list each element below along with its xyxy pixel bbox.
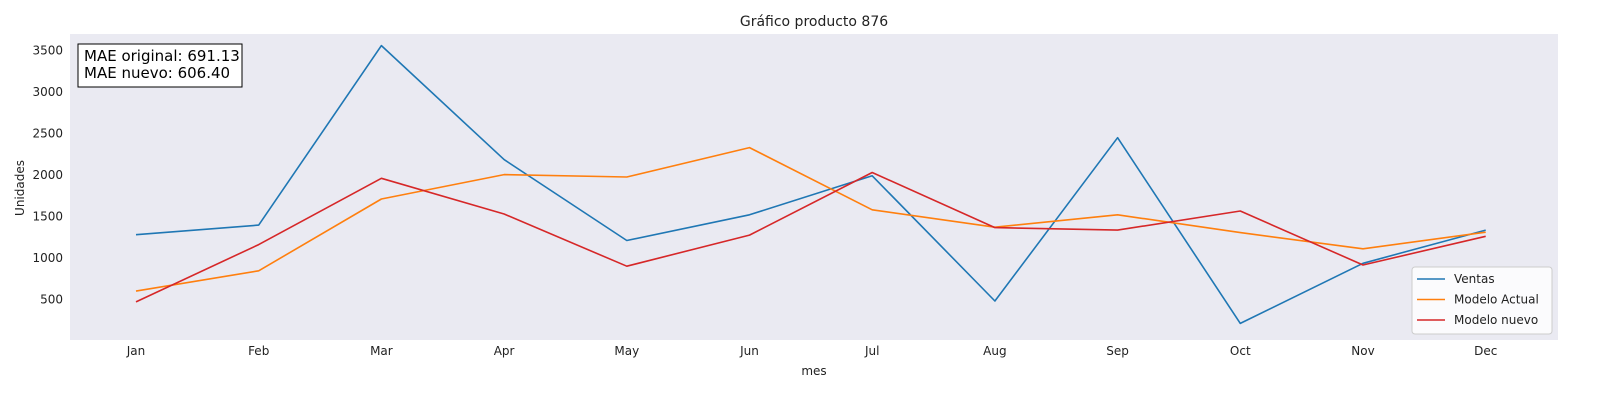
x-tick-label: Jul xyxy=(864,344,879,358)
y-tick-label: 3500 xyxy=(32,44,63,58)
series-line-modelo-actual xyxy=(135,146,1486,292)
y-tick-label: 1500 xyxy=(32,209,63,223)
legend-entry-label: Ventas xyxy=(1454,272,1495,286)
legend-entry-label: Modelo Actual xyxy=(1454,293,1539,307)
mae-annotation: MAE original: 691.13 MAE nuevo: 606.40 xyxy=(77,43,243,88)
mae-original-text: MAE original: 691.13 xyxy=(84,47,240,65)
x-tick-label: Jan xyxy=(126,344,146,358)
x-tick-label: Oct xyxy=(1230,344,1251,358)
x-tick-label: Nov xyxy=(1351,344,1374,358)
x-tick-label: Sep xyxy=(1106,344,1129,358)
x-tick-label: Mar xyxy=(370,344,393,358)
annotation-box xyxy=(77,43,243,88)
y-tick-label: 2500 xyxy=(32,127,63,141)
y-tick-label: 2000 xyxy=(32,168,63,182)
plot-area xyxy=(70,34,1558,340)
y-tick-label: 500 xyxy=(40,292,63,306)
x-tick-label: Aug xyxy=(983,344,1006,358)
x-axis-ticks: Jan Feb Mar Apr May Jun Jul Aug Sep Oct Nov Dec xyxy=(126,344,1498,358)
series-line-ventas xyxy=(135,44,1486,325)
x-tick-label: Feb xyxy=(248,344,269,358)
chart-title: Gráfico producto 876 xyxy=(740,14,888,30)
legend-box xyxy=(1411,266,1553,335)
x-tick-label: Jun xyxy=(739,344,759,358)
y-tick-label: 3000 xyxy=(32,85,63,99)
x-axis-label: mes xyxy=(801,364,826,378)
x-tick-label: May xyxy=(614,344,639,358)
legend-entry-label: Modelo nuevo xyxy=(1454,313,1538,327)
x-tick-label: Apr xyxy=(494,344,515,358)
series-lines xyxy=(135,44,1486,325)
mae-nuevo-text: MAE nuevo: 606.40 xyxy=(84,64,230,82)
series-line-modelo-nuevo xyxy=(135,171,1486,303)
y-axis-label: Unidades xyxy=(13,160,27,216)
x-tick-label: Dec xyxy=(1474,344,1497,358)
y-tick-label: 1000 xyxy=(32,251,63,265)
legend: Ventas Modelo Actual Modelo nuevo xyxy=(1411,266,1553,335)
y-axis-ticks: 500 1000 1500 2000 2500 3000 3500 xyxy=(32,44,63,307)
